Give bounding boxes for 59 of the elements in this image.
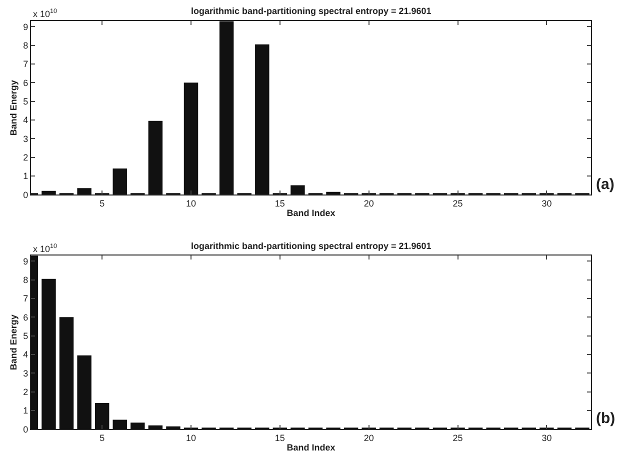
text: (b): [596, 410, 616, 427]
y-tick-label: 6: [23, 312, 28, 322]
text: (a): [596, 176, 614, 193]
y-tick-label: 2: [23, 152, 28, 162]
bar: [166, 426, 180, 430]
y-axis-title: Band Energy: [8, 314, 18, 370]
y-tick-label: 7: [23, 59, 28, 70]
y-tick-label: 4: [23, 350, 28, 360]
x-tick-label: 25: [452, 198, 463, 208]
y-tick-label: 9: [23, 22, 28, 32]
y-tick-label: 1: [23, 406, 28, 416]
bar: [112, 168, 127, 195]
y-tick-label: 7: [23, 294, 28, 304]
y-tick-label: 3: [23, 368, 28, 378]
y-tick-label: 9: [23, 256, 28, 266]
x-tick-label: 30: [542, 198, 552, 208]
x-tick-label: 25: [452, 432, 463, 443]
x-axis-title: Band Index: [286, 208, 336, 218]
x-axis-title: Band Index: [286, 442, 336, 453]
x-tick-label: 15: [274, 198, 285, 208]
bar: [42, 190, 56, 195]
bar: [77, 188, 92, 195]
bar: [326, 192, 340, 195]
y-tick-label: 8: [23, 275, 28, 286]
y-axis-title: Band Energy: [8, 80, 18, 136]
chart-title: logarithmic band-partitioning spectral entropy = 21.9601: [191, 6, 432, 16]
bar: [290, 185, 305, 195]
y-tick-label: 2: [23, 386, 28, 397]
bar: [219, 21, 234, 195]
text: x 10$^{10}$: [33, 8, 58, 19]
y-tick-label: 0: [23, 424, 28, 434]
bar: [77, 355, 92, 430]
bar: [94, 403, 110, 430]
x-tick-label: 20: [364, 198, 374, 208]
x-tick-label: 15: [274, 432, 285, 443]
y-tick-label: 4: [23, 115, 28, 126]
x-tick-label: 30: [542, 432, 552, 443]
x-tick-label: 20: [364, 432, 374, 443]
y-tick-label: 0: [23, 190, 28, 200]
bar: [130, 422, 145, 430]
bar: [42, 278, 56, 430]
x-tick-label: 5: [100, 198, 105, 208]
x-tick-label: 10: [186, 198, 196, 208]
y-tick-label: 5: [23, 96, 28, 106]
y-tick-label: 3: [23, 134, 28, 144]
bar: [148, 425, 163, 430]
x-tick-label: 10: [186, 432, 196, 443]
bar: [184, 82, 198, 195]
y-tick-label: 1: [23, 171, 28, 182]
bar: [148, 120, 163, 195]
y-tick-label: 6: [23, 78, 28, 88]
chart-title: logarithmic band-partitioning spectral entropy = 21.9601: [191, 241, 432, 251]
text: x 10$^{10}$: [33, 243, 58, 254]
y-tick-label: 8: [23, 40, 28, 51]
bar: [112, 420, 127, 430]
bar: [59, 317, 74, 430]
y-tick-label: 5: [23, 330, 28, 341]
x-tick-label: 5: [100, 432, 105, 443]
bar: [255, 44, 270, 195]
